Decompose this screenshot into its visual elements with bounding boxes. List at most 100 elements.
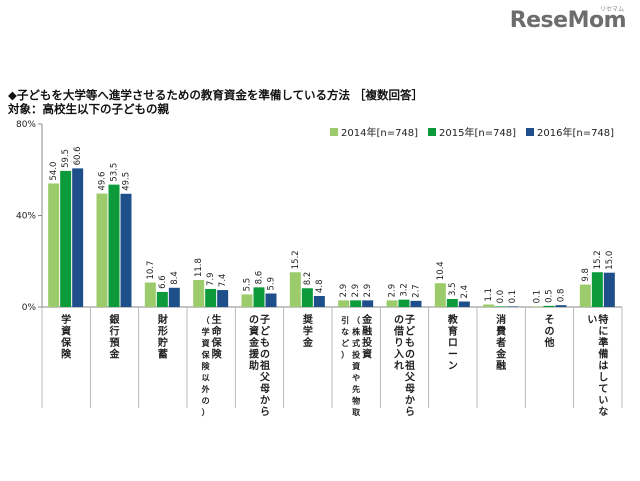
bar	[217, 290, 229, 307]
category-label-char: 準	[598, 336, 608, 349]
data-label: 0.5	[545, 289, 555, 303]
bar	[72, 168, 84, 307]
bar	[362, 300, 374, 307]
category-label-char: ロ	[448, 338, 458, 349]
bar	[386, 300, 398, 307]
category-label-char: 険	[202, 361, 211, 371]
category-label-char: 母	[260, 383, 270, 395]
bar	[446, 298, 458, 307]
category-label-char: ど	[260, 325, 270, 338]
category-label-char: 助	[249, 359, 259, 372]
data-label: 5.9	[267, 277, 277, 291]
category-label-char: 借	[393, 325, 404, 338]
bar	[205, 288, 217, 307]
category-label-char: 先	[352, 384, 360, 394]
category-label-char: 父	[259, 372, 271, 384]
category-label-char: 投	[362, 336, 372, 349]
category-label-char: 投	[352, 350, 360, 360]
category-label-char: に	[598, 326, 608, 338]
category-label-char: 銀	[110, 313, 120, 326]
category-label-char: り	[394, 337, 404, 349]
data-label: 6.6	[158, 275, 168, 289]
bar	[168, 287, 180, 307]
category-label-char: 融	[362, 325, 372, 338]
category-label-char: な	[341, 328, 349, 337]
category-label-char: 預	[110, 337, 121, 349]
category-label-char: 形	[158, 326, 168, 338]
category-label-char: 貯	[158, 336, 168, 349]
category-label-char: し	[598, 372, 608, 384]
data-label: 54.0	[49, 162, 59, 181]
category-label-char: い	[598, 396, 608, 407]
category-label-char: か	[260, 395, 270, 407]
data-label: 9.8	[581, 268, 591, 282]
data-label: 10.4	[436, 261, 446, 280]
bar	[350, 300, 362, 307]
data-label: 4.8	[315, 279, 325, 293]
category-label-char: 入	[394, 349, 404, 361]
category-label-char: （	[352, 315, 360, 325]
category-label-char: の	[405, 350, 415, 361]
category-label-char: 生	[212, 313, 222, 326]
category-label-char: の	[394, 315, 404, 326]
data-label: 5.5	[243, 278, 253, 292]
category-label-char: な	[598, 406, 608, 418]
bar	[253, 287, 265, 307]
category-label-char: や	[352, 373, 360, 383]
data-label: 2.4	[460, 285, 470, 299]
category-label-char: 資	[61, 325, 71, 338]
category-label-char: 保	[201, 350, 211, 360]
y-tick-label: 0%	[22, 303, 37, 313]
data-label: 2.9	[363, 284, 373, 298]
data-label: 2.7	[412, 284, 422, 298]
legend-swatch	[526, 128, 534, 136]
category-label-char: 費	[496, 325, 506, 338]
category-label-char: 金	[495, 348, 507, 361]
bar	[434, 283, 446, 307]
category-label-char: 物	[352, 396, 360, 406]
category-label-char: ー	[448, 350, 458, 361]
category-label-char: 命	[211, 325, 223, 338]
chart-subtitle: 対象：高校生以下の子どもの親	[8, 102, 169, 116]
category-label-char: 備	[598, 348, 608, 361]
bar	[289, 272, 301, 307]
data-label: 8.6	[255, 271, 265, 285]
category-label-char: 険	[61, 348, 72, 361]
data-label: 0.8	[557, 289, 567, 303]
category-label-char: 母	[405, 383, 415, 395]
category-label-char: 祖	[404, 359, 415, 372]
category-label-char: 祖	[259, 359, 270, 372]
category-label-char: 他	[544, 336, 555, 349]
legend-label: 2014年[n=748]	[341, 126, 418, 139]
resemom-logo[interactable]: ReseMom リセマム	[510, 6, 627, 38]
legend-label: 2015年[n=748]	[439, 126, 516, 139]
bar	[579, 284, 591, 307]
category-label-char: 子	[405, 314, 415, 326]
category-label-char: れ	[394, 360, 404, 372]
category-label-char: 育	[448, 325, 458, 338]
y-tick-label: 80%	[16, 120, 36, 130]
bar	[531, 306, 543, 307]
bar	[313, 296, 325, 307]
category-label-char: 資	[352, 361, 360, 371]
bar	[591, 272, 603, 307]
data-label: 59.5	[61, 149, 71, 168]
data-label: 3.5	[448, 282, 458, 296]
data-label: 7.9	[206, 272, 216, 286]
data-label: 49.5	[122, 172, 132, 191]
category-label-char: 保	[211, 336, 223, 349]
category-label-char: ン	[448, 361, 458, 372]
bar	[543, 305, 555, 307]
category-label-char: 引	[341, 315, 349, 325]
chart-title: ◆子どもを大学等へ進学させるための教育資金を準備している方法 ［複数回答］	[8, 88, 423, 102]
category-label-char: の	[545, 327, 555, 338]
category-label-char: 者	[495, 336, 506, 349]
data-label: 2.9	[388, 284, 398, 298]
bar	[398, 299, 410, 307]
category-label-char: て	[598, 383, 608, 395]
legend-swatch	[330, 128, 338, 136]
category-label-char: の	[202, 397, 210, 406]
category-label-char: は	[598, 360, 608, 372]
data-label: 15.2	[291, 250, 301, 269]
